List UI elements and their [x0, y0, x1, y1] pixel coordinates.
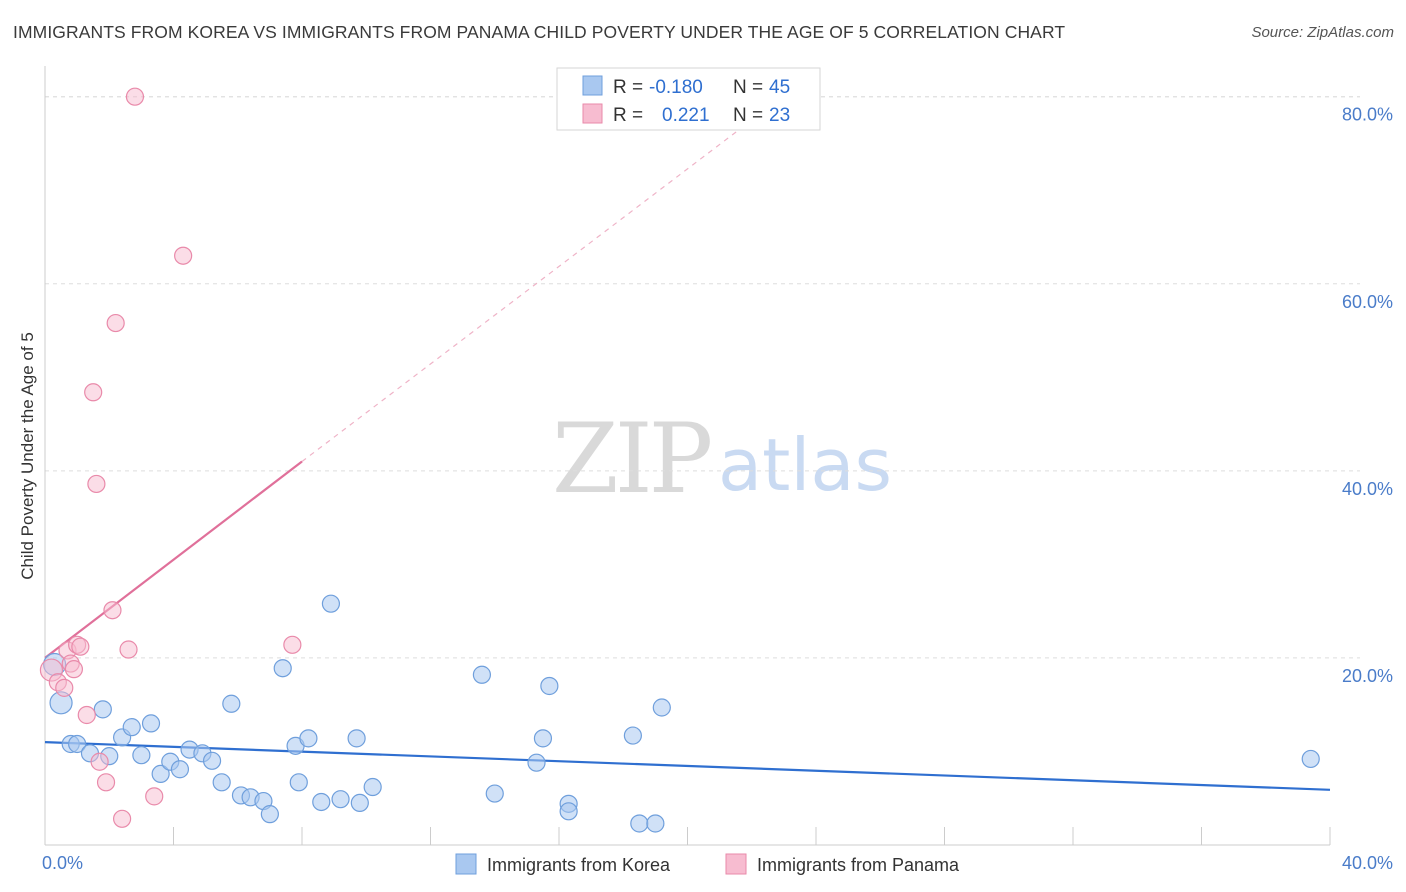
legend-n-value-panama: 23 [769, 105, 790, 126]
point-korea [533, 729, 553, 748]
point-korea [331, 790, 350, 809]
point-korea [68, 734, 87, 754]
point-korea [122, 718, 141, 737]
chart-title: IMMIGRANTS FROM KOREA VS IMMIGRANTS FROM… [13, 22, 1066, 42]
watermark-zip: ZIP [552, 403, 711, 515]
point-panama [71, 637, 90, 656]
legend-r-label-korea: R = [613, 77, 643, 98]
y-tick-label: 80.0% [1342, 105, 1393, 125]
point-korea [132, 746, 151, 765]
point-korea [646, 814, 665, 833]
legend-swatch-korea [582, 75, 603, 96]
point-panama [145, 787, 164, 806]
point-korea [540, 676, 559, 696]
trend-line-korea [44, 741, 1331, 791]
point-korea [623, 726, 642, 745]
point-korea [321, 594, 341, 613]
point-korea [630, 814, 649, 833]
correlation-legend: R = -0.180 N = 45 R = 0.221 N = 23 [556, 67, 821, 131]
data-points [39, 87, 1320, 833]
point-korea [170, 760, 190, 779]
watermark: ZIP atlas [552, 403, 892, 515]
trend-lines [44, 119, 1331, 791]
point-panama [84, 383, 103, 402]
watermark-atlas: atlas [718, 423, 892, 507]
point-korea [202, 751, 222, 770]
point-panama [55, 678, 74, 697]
legend-n-value-korea: 45 [769, 77, 790, 98]
point-korea [485, 784, 504, 803]
point-korea [222, 694, 241, 713]
point-panama [90, 752, 109, 771]
legend-r-value-korea: -0.180 [649, 77, 703, 98]
gridlines [45, 96, 1360, 659]
bottom-legend-label-panama: Immigrants from Panama [757, 855, 960, 875]
bottom-legend-label-korea: Immigrants from Korea [487, 855, 671, 875]
point-panama [112, 809, 132, 828]
axes [44, 66, 1331, 846]
bottom-legend-swatch-panama [725, 853, 747, 875]
point-korea [1301, 749, 1320, 769]
y-tick-label: 60.0% [1342, 292, 1393, 312]
point-korea [559, 802, 578, 821]
point-korea [273, 659, 292, 678]
y-axis-label-group: Child Poverty Under the Age of 5 [18, 332, 37, 580]
point-korea [212, 773, 231, 792]
source-credit: Source: ZipAtlas.com [1251, 24, 1394, 41]
point-panama [64, 660, 84, 679]
point-panama [77, 705, 96, 725]
point-korea [347, 729, 366, 748]
point-panama [106, 313, 125, 333]
trend-line-panama-extension [301, 119, 753, 462]
point-panama [125, 87, 145, 106]
y-axis-label: Child Poverty Under the Age of 5 [18, 332, 37, 580]
point-korea [472, 665, 491, 684]
legend-r-label-panama: R = [613, 105, 643, 126]
point-panama [87, 474, 106, 494]
point-korea [260, 805, 279, 824]
point-korea [299, 729, 318, 748]
point-korea [289, 773, 308, 792]
point-panama [96, 773, 116, 792]
point-panama [283, 635, 302, 654]
point-korea [363, 777, 382, 797]
point-korea [350, 793, 369, 813]
series-legend: Immigrants from Korea Immigrants from Pa… [455, 853, 960, 875]
x-tick-label: 0.0% [42, 853, 83, 873]
tick-labels: 20.0% 40.0% 60.0% 80.0% 0.0% 40.0% [42, 105, 1393, 873]
legend-n-label-korea: N = [733, 77, 763, 98]
point-korea [527, 753, 546, 772]
legend-n-label-panama: N = [733, 105, 763, 126]
trend-line-panama [44, 460, 303, 659]
legend-swatch-panama [582, 103, 603, 124]
point-korea [652, 698, 671, 717]
point-korea [151, 764, 170, 784]
point-korea [141, 714, 161, 733]
y-tick-label: 20.0% [1342, 666, 1393, 686]
point-panama [174, 246, 193, 265]
legend-r-value-panama: 0.221 [662, 105, 710, 126]
x-tick-label: 40.0% [1342, 853, 1393, 873]
point-panama [103, 601, 122, 620]
point-panama [119, 640, 138, 659]
bottom-legend-swatch-korea [455, 853, 477, 875]
point-korea [93, 700, 112, 719]
y-tick-label: 40.0% [1342, 479, 1393, 499]
point-korea [312, 792, 331, 812]
